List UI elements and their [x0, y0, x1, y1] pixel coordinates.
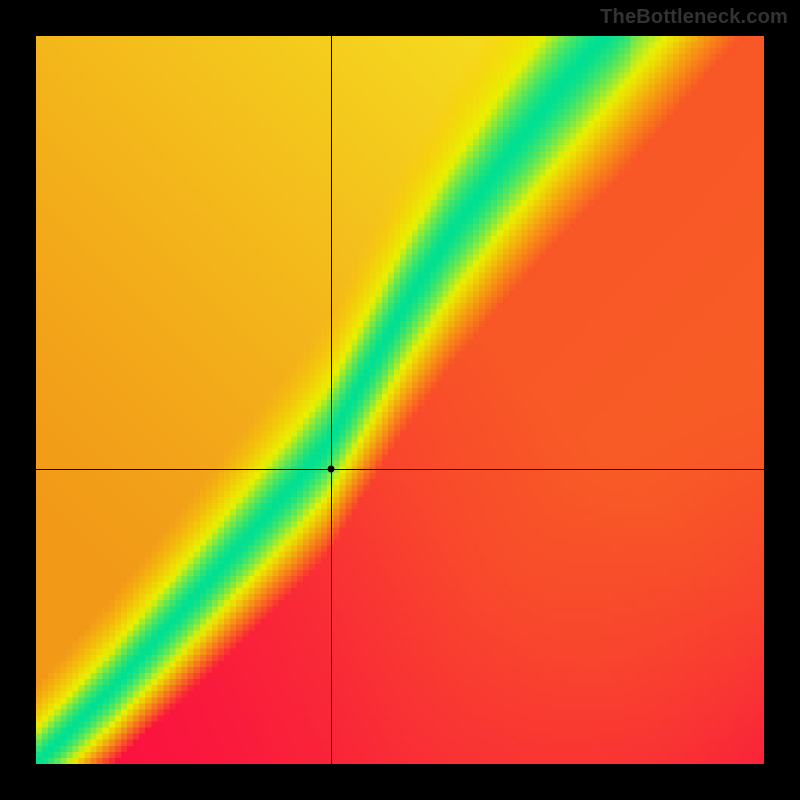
- crosshair-vertical: [331, 36, 332, 764]
- crosshair-marker: [327, 466, 334, 473]
- crosshair-horizontal: [36, 469, 764, 470]
- heatmap-plot: [36, 36, 764, 764]
- outer-frame: TheBottleneck.com: [0, 0, 800, 800]
- watermark-text: TheBottleneck.com: [600, 6, 788, 29]
- heatmap-canvas: [36, 36, 764, 764]
